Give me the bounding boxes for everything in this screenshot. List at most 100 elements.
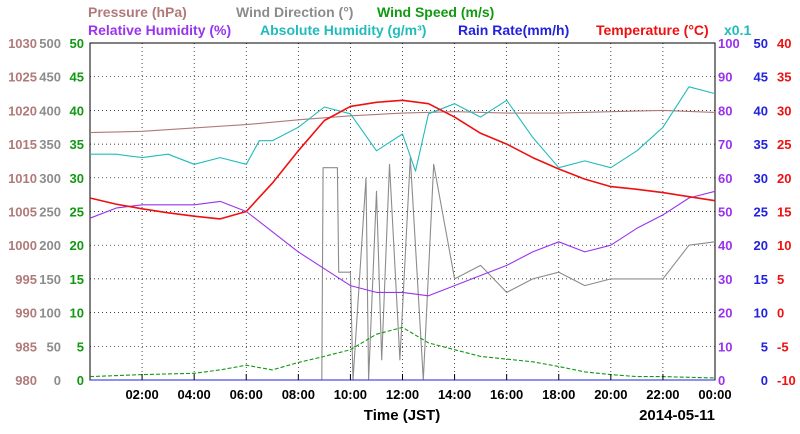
temperature-tick-label: -10 (777, 373, 796, 388)
pressure-tick-label: 1025 (8, 70, 37, 85)
pressure-tick-label: 990 (15, 306, 37, 321)
pressure-tick-label: 1030 (8, 36, 37, 51)
relative_humidity-tick-label: 80 (718, 103, 732, 118)
relative_humidity-tick-label: 50 (718, 205, 732, 220)
wind_speed-tick-label: 10 (70, 306, 84, 321)
legend-absolute_humidity-scale: x0.1 (724, 22, 751, 38)
pressure-tick-label: 980 (15, 373, 37, 388)
wind_speed-tick-label: 15 (70, 272, 84, 287)
temperature-tick-label: -5 (777, 339, 789, 354)
wind_direction-tick-label: 350 (39, 137, 61, 152)
wind_direction-tick-label: 200 (39, 238, 61, 253)
legend-relative_humidity: Relative Humidity (%) (88, 22, 231, 38)
temperature-tick-label: 20 (777, 171, 791, 186)
wind_speed-tick-label: 20 (70, 238, 84, 253)
series-layer (89, 86, 716, 381)
relative_humidity-tick-label: 100 (718, 36, 740, 51)
x-tick-label: 04:00 (178, 387, 211, 402)
relative_humidity-tick-label: 70 (718, 137, 732, 152)
wind_direction-tick-label: 50 (47, 339, 61, 354)
pressure-tick-label: 1020 (8, 103, 37, 118)
rain_rate-tick-label: 0 (761, 373, 768, 388)
wind_speed-tick-label: 30 (70, 171, 84, 186)
rain_rate-tick-label: 5 (761, 339, 768, 354)
pressure-tick-label: 1015 (8, 137, 37, 152)
rain_rate-tick-label: 25 (754, 205, 768, 220)
relative_humidity-tick-label: 40 (718, 238, 732, 253)
relative_humidity-tick-label: 10 (718, 339, 732, 354)
rain_rate-tick-label: 30 (754, 171, 768, 186)
x-tick-label: 16:00 (490, 387, 523, 402)
wind_speed-tick-label: 35 (70, 137, 84, 152)
right-axes: 1009080706050403020100504540353025201510… (718, 36, 796, 388)
wind_speed-tick-label: 50 (70, 36, 84, 51)
legend-wind_direction: Wind Direction (°) (236, 4, 353, 20)
x-tick-label: 08:00 (282, 387, 315, 402)
x-tick-label: 00:00 (698, 387, 731, 402)
rain_rate-tick-label: 20 (754, 238, 768, 253)
relative_humidity-tick-label: 60 (718, 171, 732, 186)
temperature-tick-label: 5 (777, 272, 784, 287)
date-label: 2014-05-11 (639, 407, 715, 424)
x-tick-label: 10:00 (334, 387, 367, 402)
relative-humidity-line (89, 190, 716, 297)
rain_rate-tick-label: 10 (754, 306, 768, 321)
relative_humidity-tick-label: 0 (718, 373, 725, 388)
wind_direction-tick-label: 0 (54, 373, 61, 388)
relative_humidity-tick-label: 30 (718, 272, 732, 287)
x-tick-label: 14:00 (438, 387, 471, 402)
x-tick-label: 12:00 (386, 387, 419, 402)
x-axis-label: Time (JST) (364, 407, 440, 424)
wind-speed-line (89, 326, 716, 379)
legend-temperature: Temperature (°C) (596, 22, 709, 38)
legend-rain_rate: Rain Rate(mm/h) (458, 22, 569, 38)
rain_rate-tick-label: 40 (754, 103, 768, 118)
pressure-tick-label: 1000 (8, 238, 37, 253)
rain_rate-tick-label: 45 (754, 70, 768, 85)
absolute-humidity-line (90, 86, 716, 172)
wind_direction-tick-label: 300 (39, 171, 61, 186)
legend-pressure: Pressure (hPa) (88, 4, 187, 20)
wind_direction-tick-label: 450 (39, 70, 61, 85)
temperature-tick-label: 15 (777, 205, 791, 220)
x-tick-label: 22:00 (646, 387, 679, 402)
wind_speed-tick-label: 40 (70, 103, 84, 118)
wind_direction-tick-label: 150 (39, 272, 61, 287)
pressure-tick-label: 1005 (8, 205, 37, 220)
wind_speed-tick-label: 5 (77, 339, 84, 354)
pressure-line (89, 109, 716, 134)
temperature-tick-label: 30 (777, 103, 791, 118)
left-axes: 1030102510201015101010051000995990985980… (8, 36, 84, 388)
legend-absolute_humidity: Absolute Humidity (g/m³) (260, 22, 426, 38)
pressure-tick-label: 985 (15, 339, 37, 354)
legend: Pressure (hPa) Wind Direction (°) Wind Spe… (88, 4, 751, 38)
wind_direction-tick-label: 400 (39, 103, 61, 118)
rain_rate-tick-label: 15 (754, 272, 768, 287)
x-tick-label: 06:00 (230, 387, 263, 402)
wind_direction-tick-label: 500 (39, 36, 61, 51)
relative_humidity-tick-label: 90 (718, 70, 732, 85)
x-axis: 02:00 04:00 06:00 08:00 10:00 12:00 14:00 16:00… (125, 374, 732, 402)
x-tick-label: 18:00 (542, 387, 575, 402)
wind_speed-tick-label: 45 (70, 70, 84, 85)
temperature-tick-label: 10 (777, 238, 791, 253)
pressure-tick-label: 1010 (8, 171, 37, 186)
temperature-tick-label: 40 (777, 36, 791, 51)
temperature-tick-label: 25 (777, 137, 791, 152)
rain_rate-tick-label: 50 (754, 36, 768, 51)
legend-wind_speed: Wind Speed (m/s) (377, 4, 494, 20)
pressure-tick-label: 995 (15, 272, 37, 287)
temperature-line (89, 99, 716, 220)
x-tick-label: 02:00 (125, 387, 158, 402)
temperature-tick-label: 35 (777, 70, 791, 85)
relative_humidity-tick-label: 20 (718, 306, 732, 321)
temperature-tick-label: 0 (777, 306, 784, 321)
x-tick-label: 20:00 (594, 387, 627, 402)
wind_speed-tick-label: 25 (70, 205, 84, 220)
wind_direction-tick-label: 250 (39, 205, 61, 220)
wind_direction-tick-label: 100 (39, 306, 61, 321)
wind_speed-tick-label: 0 (77, 373, 84, 388)
grid (90, 43, 715, 380)
rain_rate-tick-label: 35 (754, 137, 768, 152)
